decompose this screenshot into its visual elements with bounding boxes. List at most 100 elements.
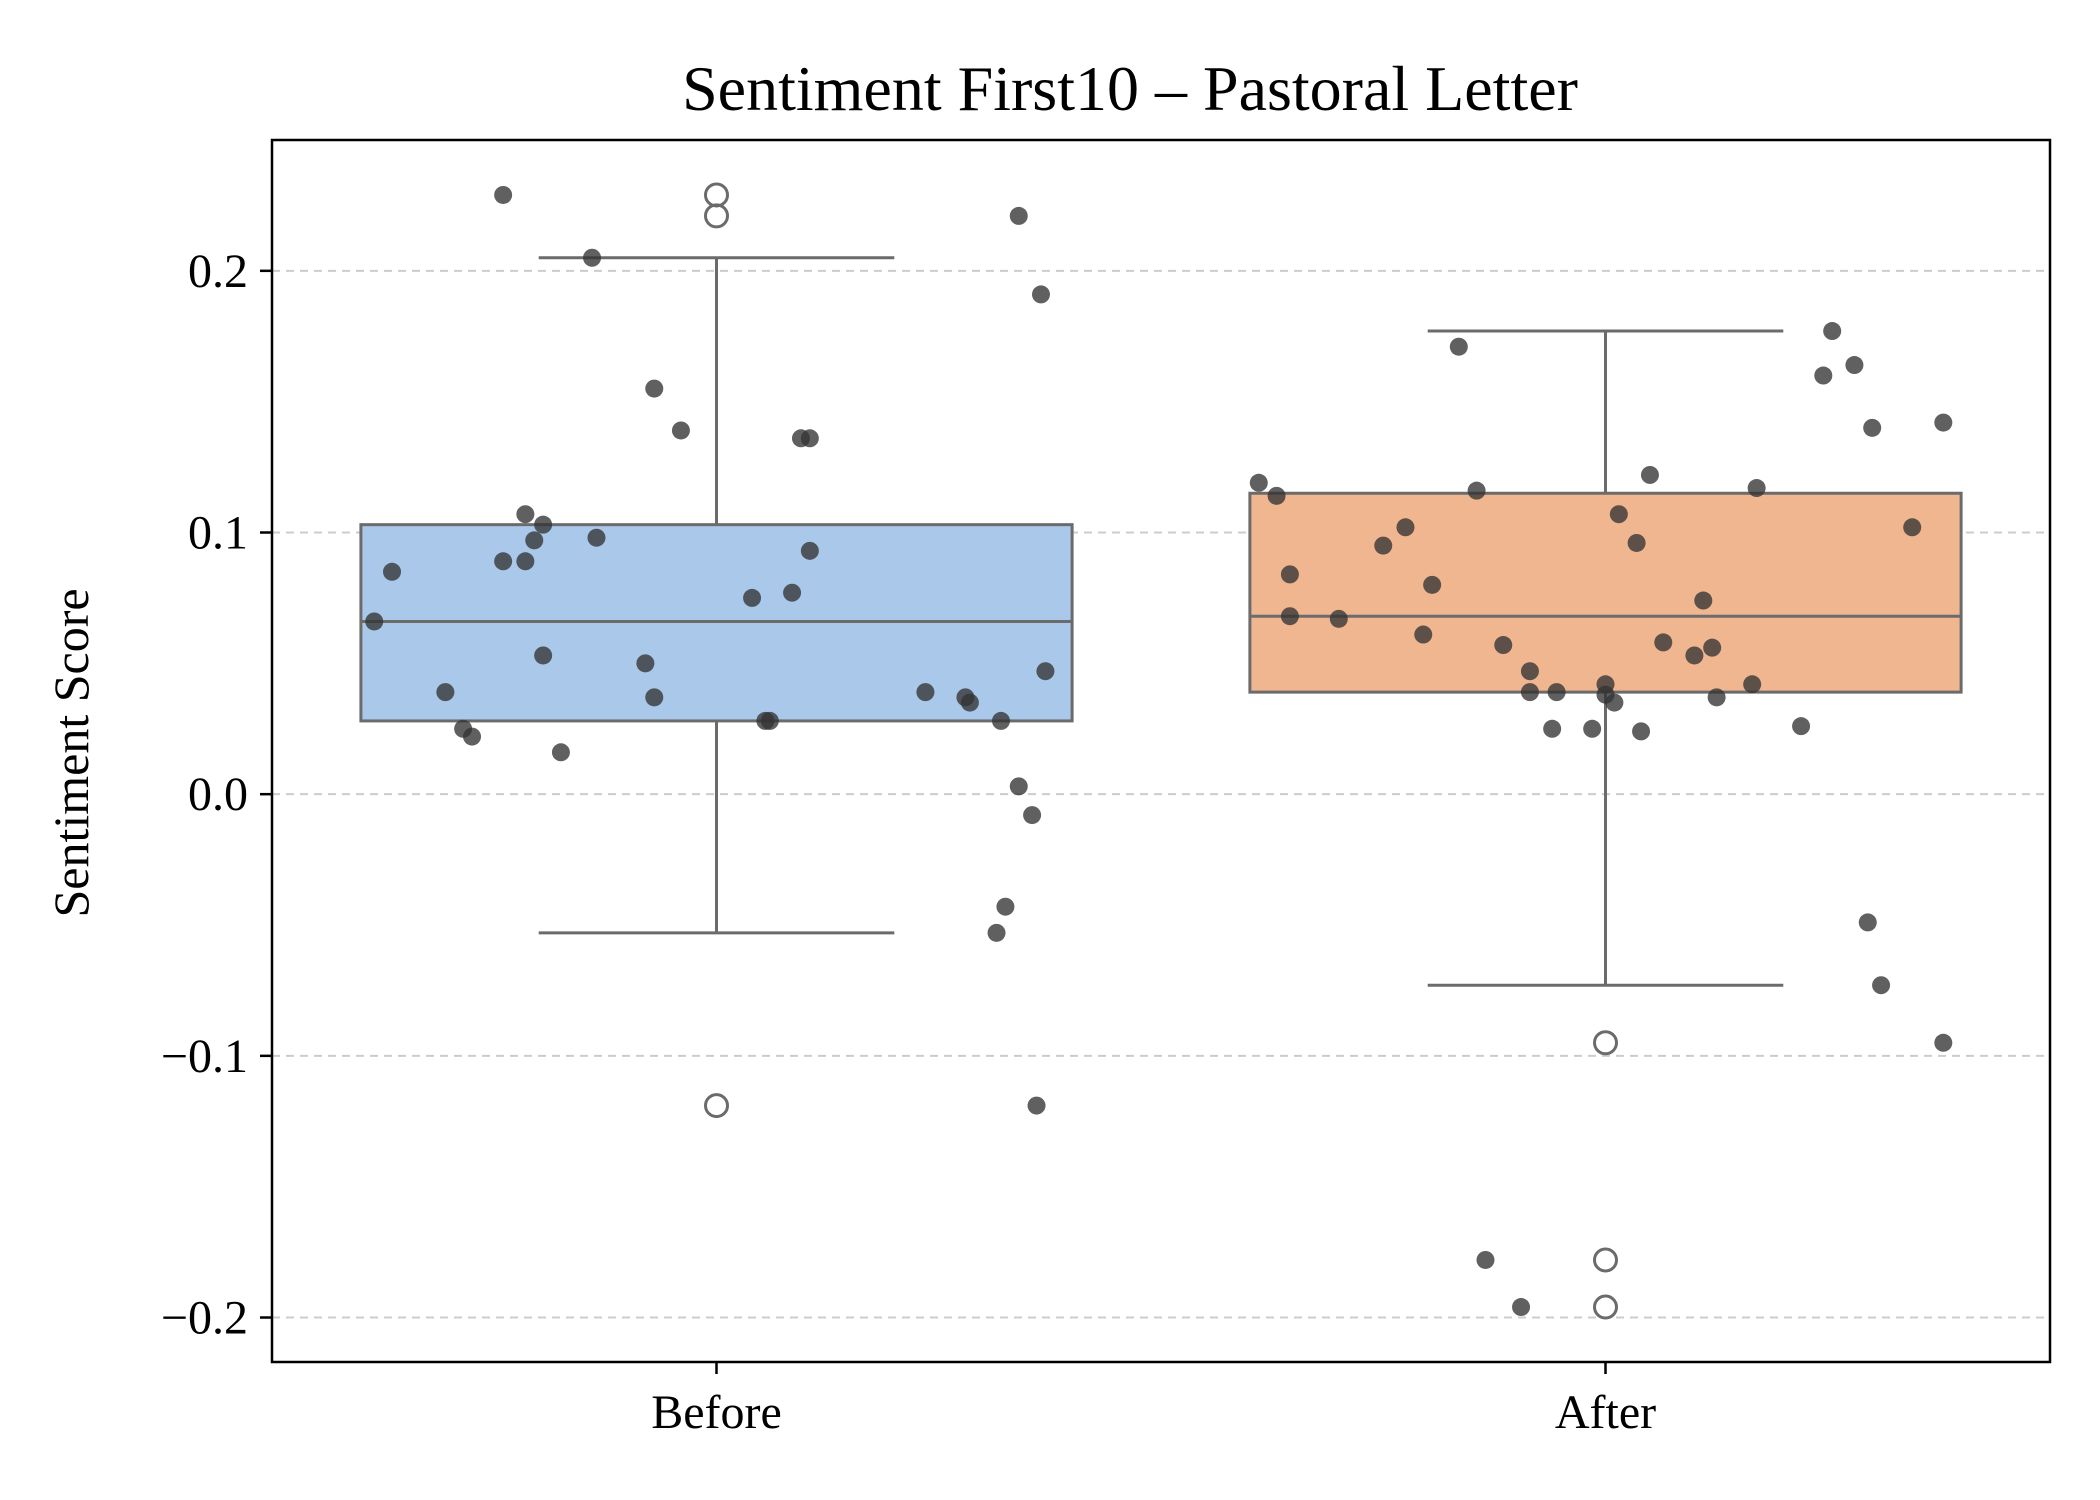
data-point	[1329, 609, 1348, 628]
data-point	[1396, 518, 1415, 537]
data-point	[1934, 413, 1953, 432]
data-point	[1609, 505, 1628, 524]
grid-lines	[272, 269, 2050, 1319]
data-point	[1249, 473, 1268, 492]
data-point	[494, 185, 513, 204]
data-point	[516, 505, 535, 524]
data-point	[534, 515, 553, 534]
data-point	[743, 588, 762, 607]
data-point	[1707, 688, 1726, 707]
x-tick-label: After	[1555, 1386, 1656, 1439]
data-point	[1640, 465, 1659, 484]
data-point	[1476, 1250, 1495, 1269]
data-point	[1863, 418, 1882, 437]
data-point	[1023, 806, 1042, 825]
data-point	[587, 528, 606, 547]
data-point	[1845, 356, 1864, 375]
data-point	[1374, 536, 1393, 555]
data-point	[1494, 636, 1513, 655]
data-point	[645, 379, 664, 398]
data-point	[516, 552, 535, 571]
y-axis-ticks: −0.2 −0.1 0.0 0.1 0.2	[161, 245, 272, 1345]
data-point	[1280, 565, 1299, 584]
data-point	[756, 711, 775, 730]
data-point	[916, 683, 935, 702]
data-point	[783, 583, 802, 602]
x-tick-label: Before	[651, 1386, 782, 1439]
data-point	[1703, 638, 1722, 657]
data-point	[436, 683, 455, 702]
y-tick-label: −0.2	[161, 1292, 248, 1345]
y-tick-label: −0.1	[161, 1030, 248, 1083]
data-point	[1009, 206, 1028, 225]
data-point	[1814, 366, 1833, 385]
data-point	[636, 654, 655, 673]
data-point	[960, 693, 979, 712]
data-point	[525, 531, 544, 550]
outlier-marker	[1593, 1247, 1618, 1273]
chart-title: Sentiment First10 – Pastoral Letter	[682, 53, 1578, 124]
data-point	[1743, 675, 1762, 694]
data-point	[1858, 913, 1877, 932]
y-tick-label: 0.2	[188, 245, 248, 298]
data-point	[365, 612, 384, 631]
plot-frame	[270, 138, 2052, 1364]
data-point	[1632, 722, 1651, 741]
data-point	[551, 743, 570, 762]
y-tick-label: 0.1	[188, 507, 248, 560]
data-point	[1423, 575, 1442, 594]
data-point	[1654, 633, 1673, 652]
data-point	[1747, 479, 1766, 498]
data-point	[1520, 662, 1539, 681]
iqr-box	[1248, 491, 1963, 694]
outlier-marker	[704, 1093, 729, 1119]
x-axis-ticks: Before After	[651, 1362, 1656, 1439]
data-point	[1627, 533, 1646, 552]
data-point	[1872, 976, 1891, 995]
data-point	[996, 897, 1015, 916]
outlier-marker	[1593, 1030, 1618, 1056]
data-point	[1031, 285, 1050, 304]
data-point	[1467, 481, 1486, 500]
data-point	[1685, 646, 1704, 665]
box-before	[359, 256, 1074, 935]
data-point	[1543, 719, 1562, 738]
data-point	[583, 248, 602, 267]
data-point	[1694, 591, 1713, 610]
data-point	[1605, 693, 1624, 712]
data-point	[383, 562, 402, 581]
data-point	[1520, 683, 1539, 702]
data-point	[1583, 719, 1602, 738]
data-point	[463, 727, 482, 746]
strip-points	[365, 185, 1953, 1317]
data-point	[1414, 625, 1433, 644]
box-plots	[359, 256, 1963, 987]
data-point	[987, 923, 1006, 942]
data-point	[1792, 717, 1811, 736]
data-point	[1903, 518, 1922, 537]
data-point	[534, 646, 553, 665]
data-point	[1512, 1298, 1531, 1317]
data-point	[1009, 777, 1028, 796]
data-point	[991, 711, 1010, 730]
y-tick-label: 0.0	[188, 768, 248, 821]
outlier-marker	[1593, 1294, 1618, 1320]
data-point	[1934, 1033, 1953, 1052]
y-axis-label: Sentiment Score	[43, 588, 99, 917]
outlier-marker	[704, 203, 729, 229]
data-point	[1027, 1096, 1046, 1115]
data-point	[1547, 683, 1566, 702]
outlier-marker	[704, 182, 729, 208]
data-point	[1267, 486, 1286, 505]
data-point	[1823, 322, 1842, 341]
data-point	[1280, 607, 1299, 626]
box-after	[1248, 329, 1963, 987]
data-point	[494, 552, 513, 571]
data-point	[1449, 337, 1468, 356]
data-point	[800, 541, 819, 560]
data-point	[645, 688, 664, 707]
outlier-markers	[704, 182, 1618, 1320]
data-point	[671, 421, 690, 440]
data-point	[791, 429, 810, 448]
